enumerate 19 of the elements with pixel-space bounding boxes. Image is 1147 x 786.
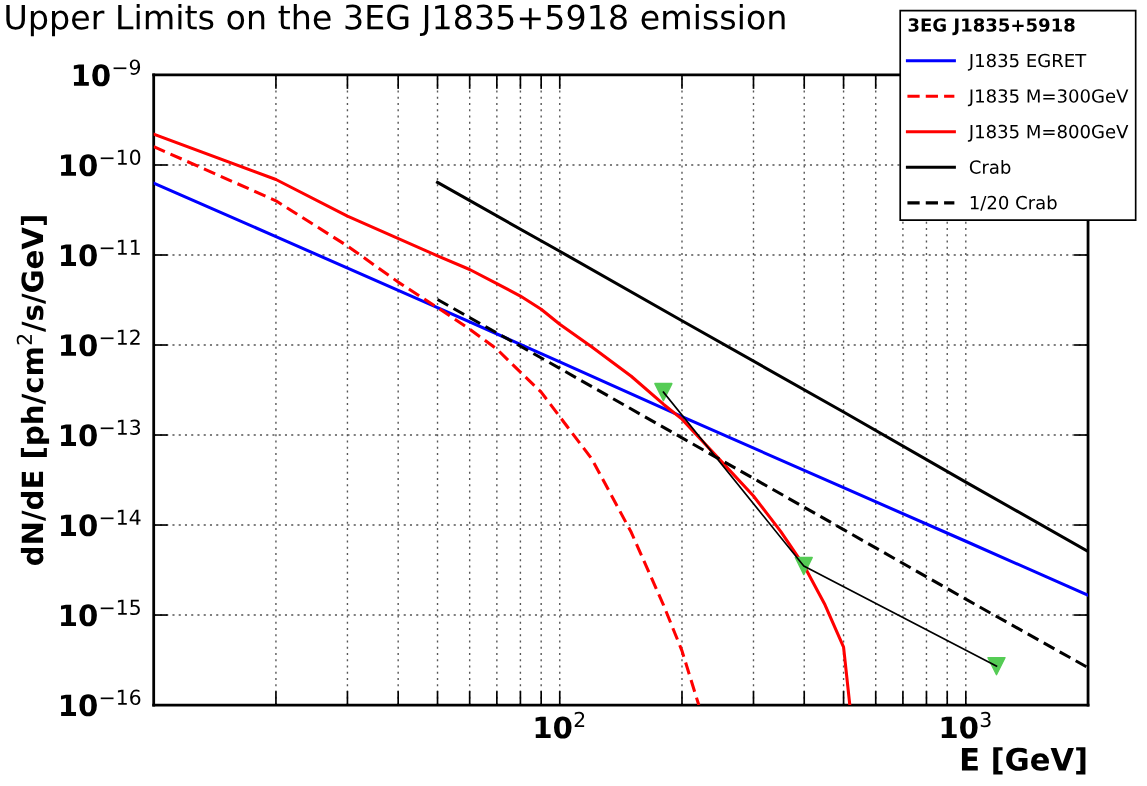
y-tick-label: 10$^{−11}$ [61, 239, 140, 267]
x-tick-label: 10$^{3}$ [941, 711, 991, 739]
y-tick-label: 10$^{−15}$ [61, 599, 140, 627]
y-axis-title: dN/dE [ph/cm$^{2}$/s/GeV] [16, 216, 50, 566]
y-tick-label: 10$^{−14}$ [61, 509, 141, 537]
y-tick-label: 10$^{−13}$ [61, 419, 141, 447]
y-tick-label: 10$^{−9}$ [73, 59, 141, 87]
y-tick-label: 10$^{−10}$ [61, 149, 141, 177]
legend-label: J1835 M=800GeV [967, 124, 1129, 142]
y-tick-label: 10$^{−12}$ [61, 329, 140, 357]
legend-label: Crab [969, 159, 1011, 174]
y-tick-label: 10$^{−16}$ [61, 689, 141, 717]
legend-label: J1835 EGRET [967, 53, 1087, 71]
x-axis-title: E [GeV] [961, 747, 1086, 775]
legend-title: 3EG J1835+5918 [908, 18, 1075, 36]
chart-title: Upper Limits on the 3EG J1835+5918 emission [6, 3, 785, 37]
x-tick-label: 10$^{2}$ [535, 711, 585, 739]
legend-label: 1/20 Crab [970, 195, 1057, 211]
legend-label: J1835 M=300GeV [967, 89, 1129, 107]
